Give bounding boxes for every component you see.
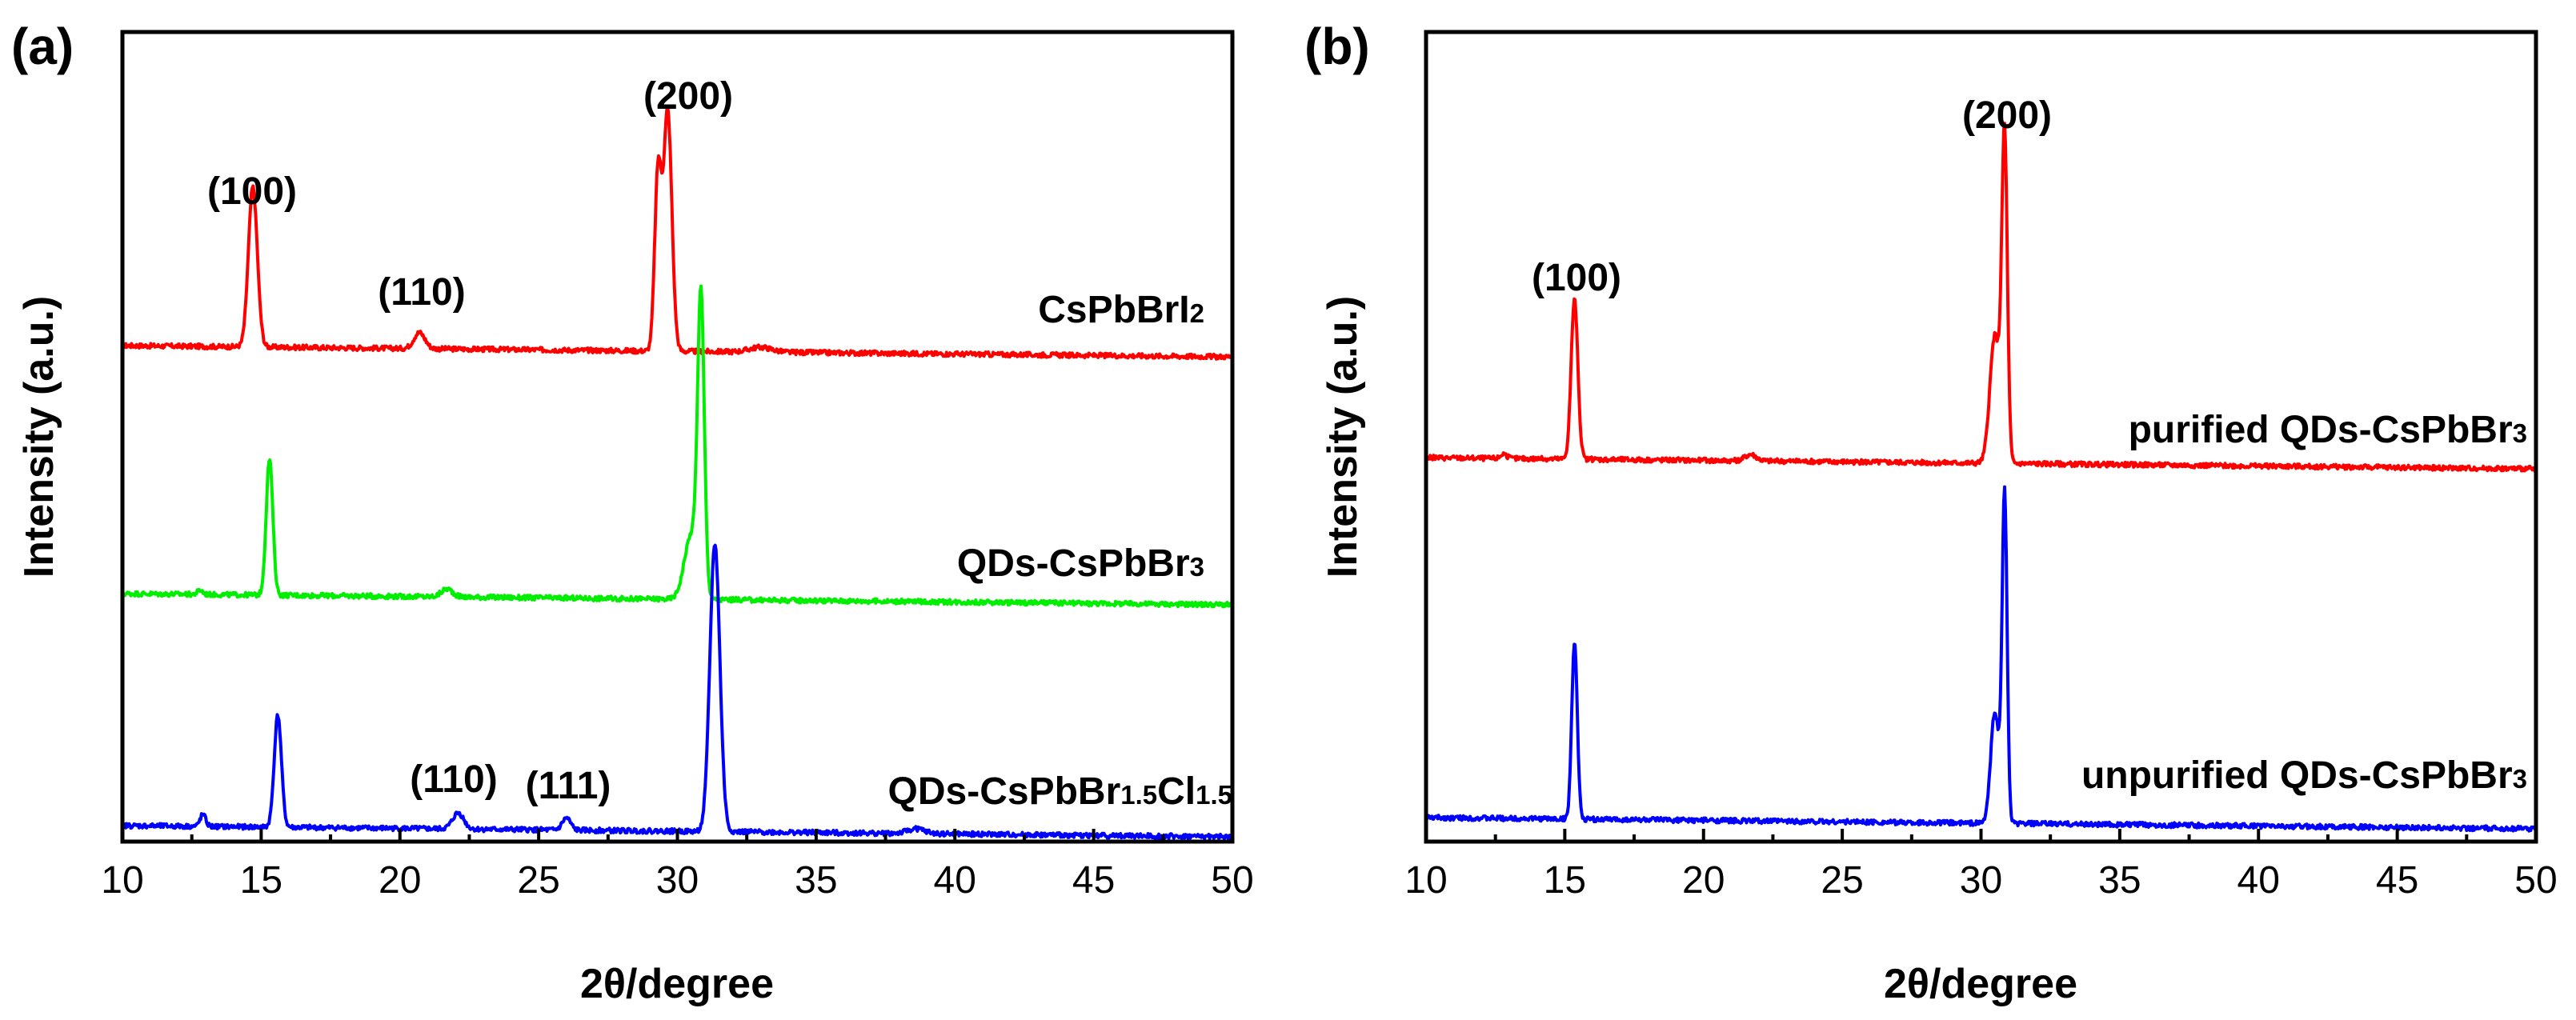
panel-a-curve-qds-cspbbr3 [121, 284, 1234, 609]
panel-a-x-tick-label: 35 [795, 859, 837, 902]
panel-a-plot-frame [120, 30, 1235, 844]
panel-b-annotation-200: (200) [1962, 94, 2052, 137]
panel-a-x-tick-label: 25 [517, 859, 559, 902]
panel-b-x-tick-label: 25 [1821, 859, 1863, 902]
panel-a-x-axis-label: 2θ/degree [580, 961, 774, 1007]
panel-b-x-tick-label: 45 [2376, 859, 2418, 902]
panel-a-x-tick-label: 15 [240, 859, 282, 902]
panel-b-annotation-100: (100) [1532, 257, 1621, 299]
panel-b-x-tick-label: 50 [2514, 859, 2557, 902]
series-label-qds-cspbbr3: QDs-CsPbBr3 [957, 542, 1204, 585]
panel-b-x-tick-label: 40 [2237, 859, 2280, 902]
panel-a-x-tick-label: 10 [101, 859, 143, 902]
panel-a-x-tick-label: 45 [1072, 859, 1115, 902]
panel-b: (b) 10 15 20 25 30 35 40 45 50 2θ/degree Intensi… [1304, 18, 2558, 1007]
panel-a-x-tick-label: 30 [656, 859, 699, 902]
series-label-purified: purified QDs-CsPbBr3 [2129, 409, 2527, 451]
series-label-qds-cspbbr15cl15: QDs-CsPbBr1.5Cl1.5 [888, 770, 1232, 813]
panel-a-x-tick-label: 40 [934, 859, 976, 902]
panel-a-x-tick-label: 20 [379, 859, 421, 902]
panel-a-annotation-200: (200) [643, 75, 733, 118]
panel-b-x-axis-label: 2θ/degree [1884, 961, 2077, 1007]
series-label-unpurified: unpurified QDs-CsPbBr3 [2081, 754, 2527, 797]
panel-a-annotation-110-bottom: (110) [410, 758, 497, 801]
panel-a-curve-cspbbri2 [122, 106, 1234, 361]
panel-a-annotation-110-top: (110) [378, 271, 465, 314]
panel-b-y-axis-label: Intensity (a.u.) [1320, 296, 1366, 578]
panel-a-y-axis-label: Intensity (a.u.) [16, 296, 62, 578]
panel-b-x-tick-label: 15 [1544, 859, 1586, 902]
panel-a-annotation-111: (111) [526, 765, 611, 807]
panel-b-x-tick-label: 30 [1960, 859, 2002, 902]
panel-b-curve-unpurified-qds-cspbbr3 [1424, 485, 2538, 833]
panel-b-label: (b) [1304, 18, 1370, 75]
panel-a-x-tick-label: 50 [1211, 859, 1253, 902]
series-label-cspbbri2: CsPbBrI2 [1038, 289, 1204, 331]
panel-b-x-tick-label: 20 [1682, 859, 1725, 902]
panel-a-label: (a) [11, 18, 74, 75]
panel-a: (a) 10 15 20 25 30 35 40 45 50 2θ/degree Intensi… [11, 18, 1254, 1007]
panel-a-annotation-100: (100) [207, 170, 297, 213]
panel-b-curve-purified-qds-cspbbr3 [1424, 122, 2538, 473]
panel-b-x-tick-label: 10 [1404, 859, 1447, 902]
panel-b-x-tick-label: 35 [2098, 859, 2141, 902]
